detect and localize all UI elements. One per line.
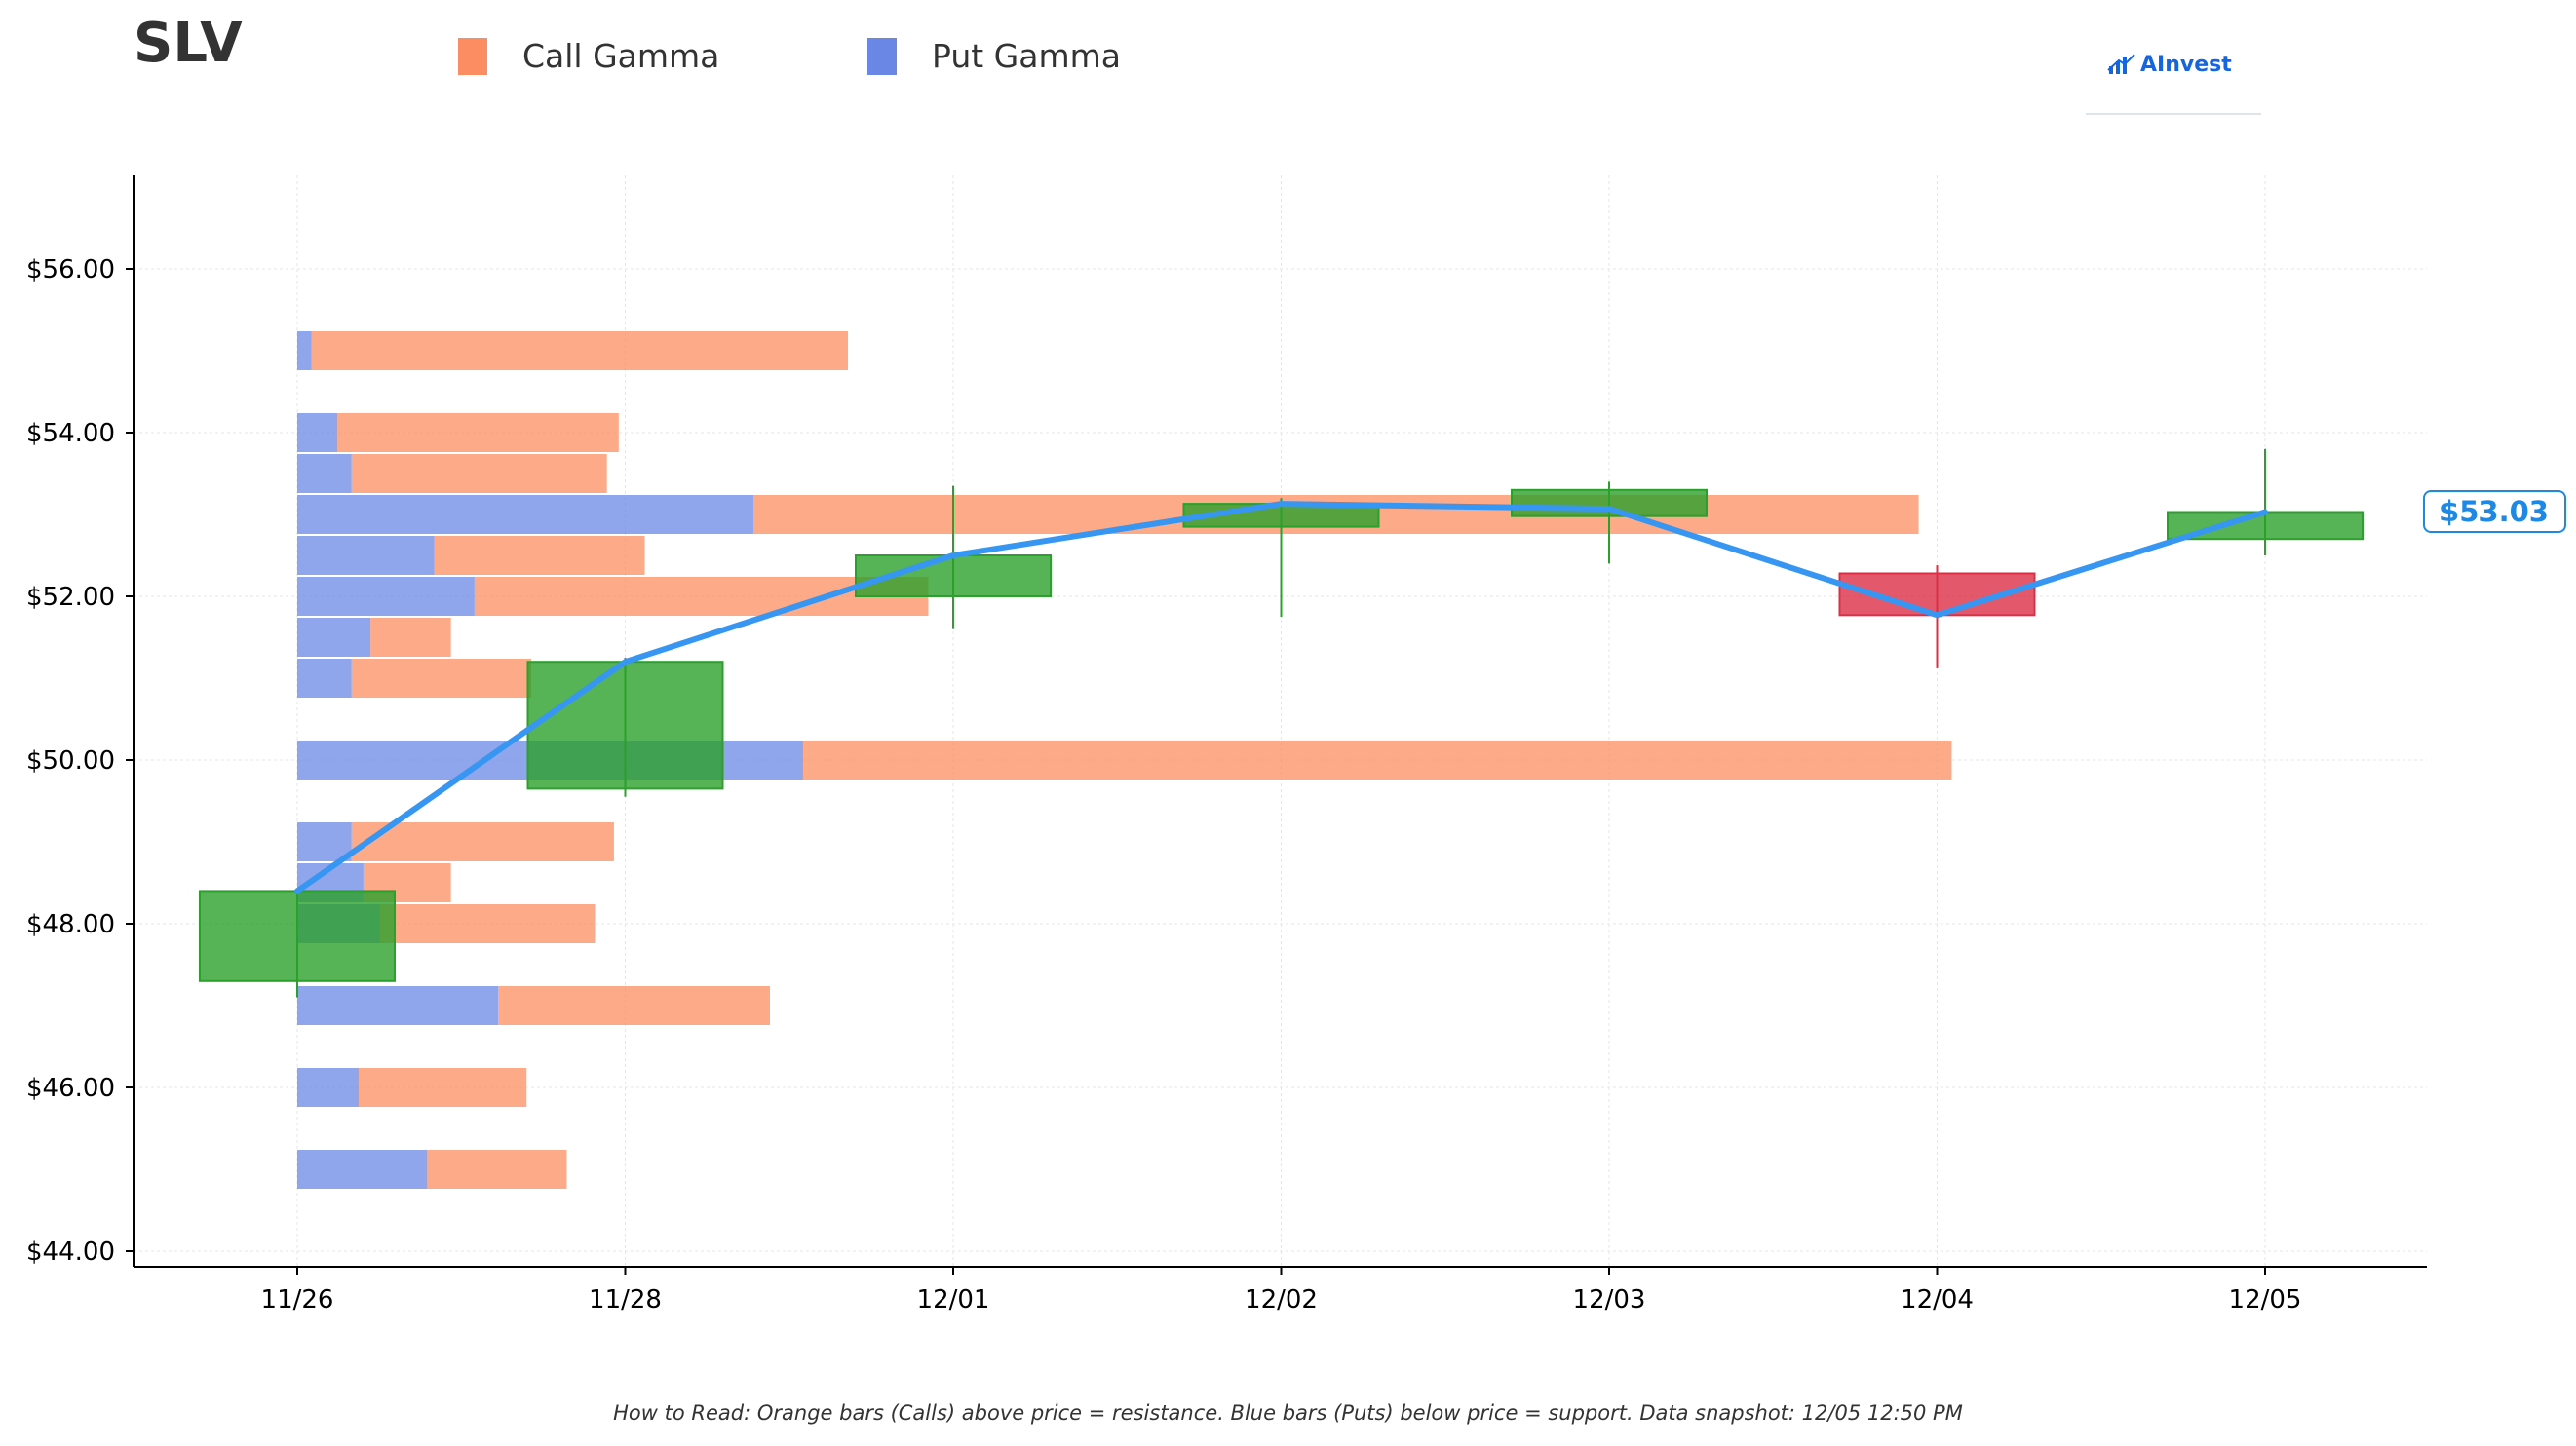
call-gamma-bar xyxy=(351,454,607,493)
y-tick-label: $48.00 xyxy=(26,910,115,939)
call-gamma-bar xyxy=(434,536,645,575)
candle-body xyxy=(199,890,396,982)
call-gamma-bar xyxy=(337,413,619,452)
put-gamma-bar xyxy=(297,331,312,370)
x-tick-label: 12/05 xyxy=(2229,1285,2302,1314)
put-gamma-bar xyxy=(297,822,352,861)
legend-call: Call Gamma xyxy=(458,37,719,75)
x-tick-label: 11/26 xyxy=(261,1285,334,1314)
call-gamma-bar xyxy=(474,577,929,616)
put-gamma-bar xyxy=(297,577,475,616)
x-tick-label: 12/04 xyxy=(1901,1285,1974,1314)
price-line xyxy=(294,501,2268,894)
candle-body xyxy=(526,661,724,790)
put-gamma-label: Put Gamma xyxy=(932,37,1121,75)
last-price-label: $53.03 xyxy=(2440,495,2549,528)
x-tick-label: 11/28 xyxy=(589,1285,662,1314)
call-gamma-bar xyxy=(351,822,614,861)
y-tick-label: $50.00 xyxy=(26,746,115,776)
y-tick-label: $44.00 xyxy=(26,1237,115,1267)
call-gamma-label: Call Gamma xyxy=(522,37,720,75)
call-gamma-bar xyxy=(427,1150,567,1189)
put-gamma-bar xyxy=(297,413,338,452)
put-gamma-bar xyxy=(297,536,435,575)
y-tick-label: $46.00 xyxy=(26,1074,115,1103)
y-tick-label: $54.00 xyxy=(26,419,115,448)
put-gamma-swatch xyxy=(867,37,897,75)
legend-put: Put Gamma xyxy=(867,37,1121,75)
put-gamma-bar xyxy=(297,618,371,657)
call-gamma-bar xyxy=(370,618,451,657)
ainvest-logo: AInvest xyxy=(2086,47,2261,115)
x-tick-label: 12/01 xyxy=(917,1285,990,1314)
last-price-callout: $53.03 xyxy=(2423,490,2566,533)
x-tick-label: 12/03 xyxy=(1573,1285,1646,1314)
put-gamma-bar xyxy=(297,454,352,493)
put-gamma-bar xyxy=(297,495,754,534)
last-price-box xyxy=(2423,490,2566,533)
put-gamma-bar xyxy=(297,659,352,698)
call-gamma-swatch xyxy=(458,37,487,75)
chart-logo-icon xyxy=(2107,54,2135,74)
logo-text: AInvest xyxy=(2140,53,2232,77)
chart-title: SLV xyxy=(134,12,243,75)
candle-body xyxy=(1511,488,1708,517)
call-gamma-bar xyxy=(311,331,849,370)
put-gamma-bar xyxy=(297,1150,428,1189)
put-gamma-bar xyxy=(297,1068,360,1107)
y-tick-label: $52.00 xyxy=(26,583,115,612)
price-line-layer xyxy=(294,501,2268,894)
call-gamma-bar xyxy=(802,741,1952,780)
call-gamma-bar xyxy=(498,986,770,1025)
gamma-price-chart: $44.00 $46.00 $48.00 $50.00 $52.00 $54.00 $56.… xyxy=(26,175,2566,1314)
axes: $44.00 $46.00 $48.00 $50.00 $52.00 $54.00 $56.… xyxy=(26,175,2427,1314)
how-to-read-caption: How to Read: Orange bars (Calls) above p… xyxy=(613,1401,1963,1425)
x-tick-label: 12/02 xyxy=(1245,1285,1318,1314)
y-tick-label: $56.00 xyxy=(26,255,115,285)
put-gamma-bar xyxy=(297,986,499,1025)
call-gamma-bar xyxy=(379,904,596,943)
call-gamma-bar xyxy=(359,1068,527,1107)
call-gamma-bar xyxy=(351,659,532,698)
